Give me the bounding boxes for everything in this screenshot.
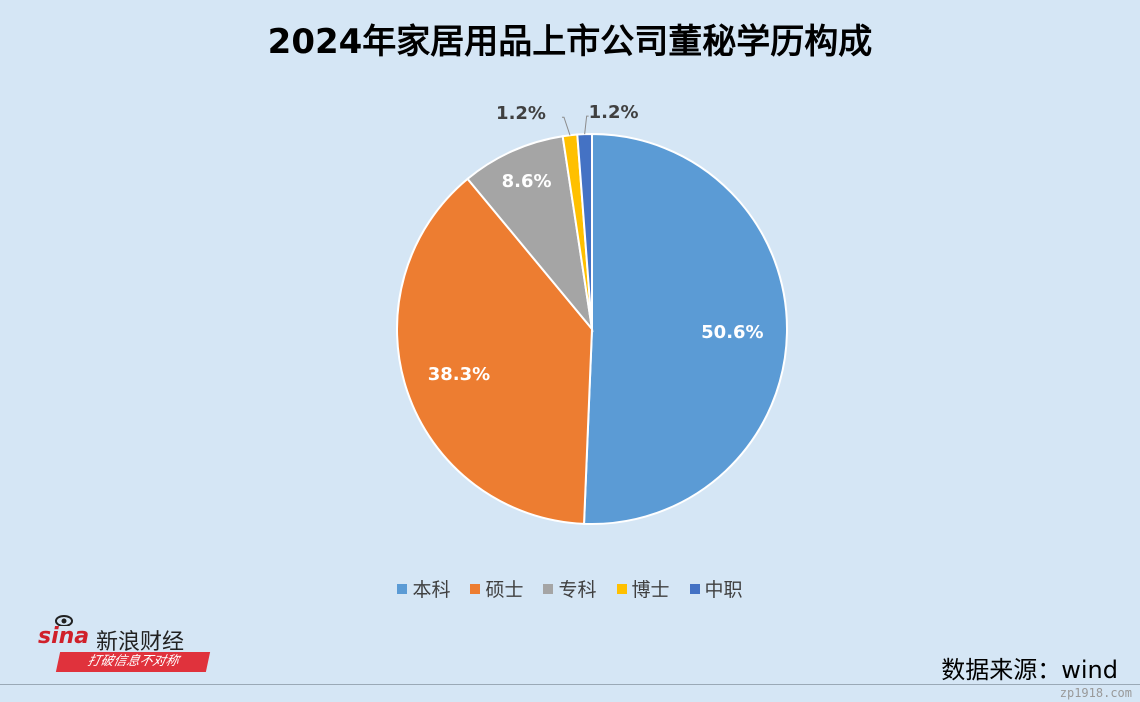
legend-swatch-bachelor: [397, 583, 408, 594]
slice-label-doctorate: 1.2%: [496, 103, 546, 124]
brand-name: 新浪财经: [96, 630, 185, 655]
divider: [0, 684, 1140, 685]
legend-item-bachelor: 本科: [397, 575, 450, 602]
slice-label-bachelor: 50.6%: [701, 322, 763, 343]
slice-label-junior-college: 8.6%: [502, 171, 552, 192]
watermark: zp1918.com: [1059, 686, 1132, 700]
chart-legend: 本科 硕士 专科 博士 中职: [0, 575, 1140, 602]
legend-label-bachelor: 本科: [412, 579, 451, 601]
leader-line-doctorate: [561, 116, 571, 136]
pie-slice-bachelor: [582, 132, 788, 525]
slice-label-master: 38.3%: [428, 364, 490, 385]
legend-item-doctorate: 博士: [616, 575, 670, 602]
slice-label-vocational: 1.2%: [589, 102, 639, 123]
legend-label-master: 硕士: [485, 579, 524, 601]
legend-swatch-vocational: [689, 583, 700, 594]
data-source: 数据来源：wind: [941, 656, 1118, 684]
chart-title: 2024年家居用品上市公司董秘学历构成: [267, 22, 873, 62]
legend-swatch-junior-college: [543, 583, 554, 594]
legend-swatch-doctorate: [616, 583, 627, 594]
legend-item-master: 硕士: [470, 575, 523, 602]
pie-slice-master: [396, 177, 594, 525]
legend-label-junior-college: 专科: [558, 579, 597, 601]
legend-item-vocational: 中职: [689, 575, 743, 602]
brand-logo: sina 新浪财经 打破信息不对称: [38, 615, 211, 676]
legend-label-doctorate: 博士: [631, 579, 670, 601]
pie-slice-junior-college: [466, 135, 594, 333]
legend-swatch-master: [470, 583, 481, 594]
brand-tagline: 打破信息不对称: [55, 652, 211, 672]
leader-line-vocational: [584, 115, 589, 135]
sina-eye-icon: [55, 615, 73, 626]
legend-item-junior-college: 专科: [543, 575, 597, 602]
legend-label-vocational: 中职: [704, 579, 743, 601]
brand-logo-text: sina: [38, 624, 90, 649]
